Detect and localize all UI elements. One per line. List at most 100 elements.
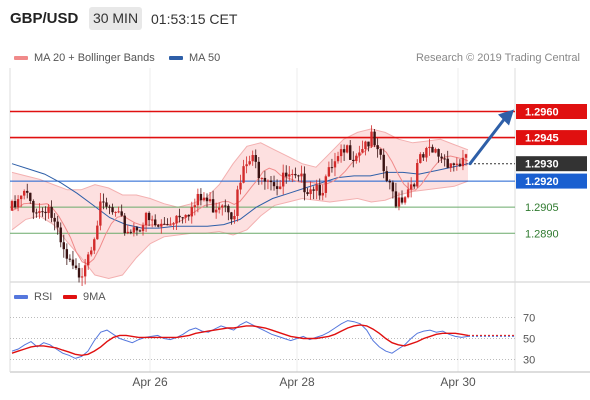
candle-body [221,205,224,208]
grid-layer [9,68,590,373]
candle-body [108,206,111,208]
time-axis: Apr 26 Apr 28 Apr 30 [132,375,476,389]
projection-arrow-layer [468,109,514,166]
candle-body [175,215,178,224]
support-label: 1.2905 [525,202,559,214]
legend-9ma: 9MA [63,291,106,303]
candle-body [355,155,358,161]
candle-body [217,207,221,210]
candle-body [266,180,270,182]
legend-ma20-bb: MA 20 + Bollinger Bands [14,52,155,64]
candle-body [114,211,117,213]
candle-body [230,212,233,220]
research-credit: Research © 2019 Trading Central [415,52,580,64]
ma50-swatch-icon [169,56,183,61]
candle-body [199,193,203,201]
candle-body [93,239,96,251]
candle-body [59,227,62,243]
candle-body [71,259,75,266]
candle-body [309,189,312,195]
rsi-panel: 70 50 30 [10,313,535,367]
candle-body [166,224,169,226]
candle-body [214,209,218,213]
candle-body [187,214,190,217]
candle-body [352,159,355,161]
candle-body [303,173,306,193]
clock-time: 01:53:15 CET [151,11,238,27]
candle-body [278,186,282,189]
rsi-tick-label: 30 [523,355,535,367]
candle-body [138,230,142,232]
candle-body [123,215,126,234]
candle-body [297,175,300,177]
candle-body [394,191,398,207]
candle-body [464,154,468,158]
candle-body [202,197,206,201]
candle-body [446,158,449,168]
resistance-label-box [516,103,587,119]
candle-body [373,131,376,146]
candle-body [422,154,425,158]
candle-body [105,202,108,207]
current-label: 1.2930 [525,159,559,171]
candle-body [324,176,328,193]
x-tick-label: Apr 30 [440,375,476,389]
legend-9ma-label: 9MA [83,291,106,303]
candle-body [99,201,102,226]
candle-body [154,219,157,226]
candle-body [291,173,294,175]
candle-body [41,211,44,213]
candle-body [434,149,437,153]
candle-body [193,205,197,207]
candle-body [321,192,324,196]
candle-body [391,182,395,192]
candle-body [172,223,175,225]
candle-body [96,225,99,240]
candle-body [236,189,239,217]
candle-body [233,216,236,220]
candle-body [425,147,428,158]
candle-body [416,162,419,187]
bollinger-upper-line [11,128,469,208]
candle-body [13,201,17,208]
legend-rsi-label: RSI [34,291,53,303]
candle-body [35,212,38,214]
candle-body [44,211,47,214]
timeframe-badge[interactable]: 30 MIN [89,7,142,30]
candle-body [141,225,145,232]
candle-body [376,145,379,150]
legend-rsi: RSI [14,291,52,303]
candle-body [38,211,41,213]
candle-body [263,177,267,182]
candle-body [272,182,276,187]
candle-body [150,219,154,221]
candle-body [437,149,440,157]
candle-body [385,171,388,181]
candle-body [111,207,114,213]
candle-body [242,166,245,183]
candle-body [26,190,29,193]
candle-body [364,141,367,150]
support-label: 1.2890 [525,228,559,240]
rsi-tick-label: 50 [523,334,535,346]
resistance-label: 1.2960 [525,106,559,118]
candle-body [132,227,136,233]
candle-body [181,217,184,219]
rsi-series-rsi [11,320,469,359]
ma20-swatch-icon [14,56,28,61]
candle-body [117,211,120,213]
candle-body [281,172,285,187]
legend-ma50-label: MA 50 [189,52,221,64]
projection-arrow-head-icon [498,109,514,126]
candle-body [10,201,14,211]
candle-body [403,197,407,203]
x-tick-label: Apr 28 [279,375,315,389]
candle-body [178,215,181,218]
pivot-label: 1.2920 [525,176,559,188]
candle-body [80,276,84,278]
candle-body [83,265,87,277]
candles-layer [10,125,468,287]
candle-body [74,265,78,269]
candle-body [248,161,251,165]
